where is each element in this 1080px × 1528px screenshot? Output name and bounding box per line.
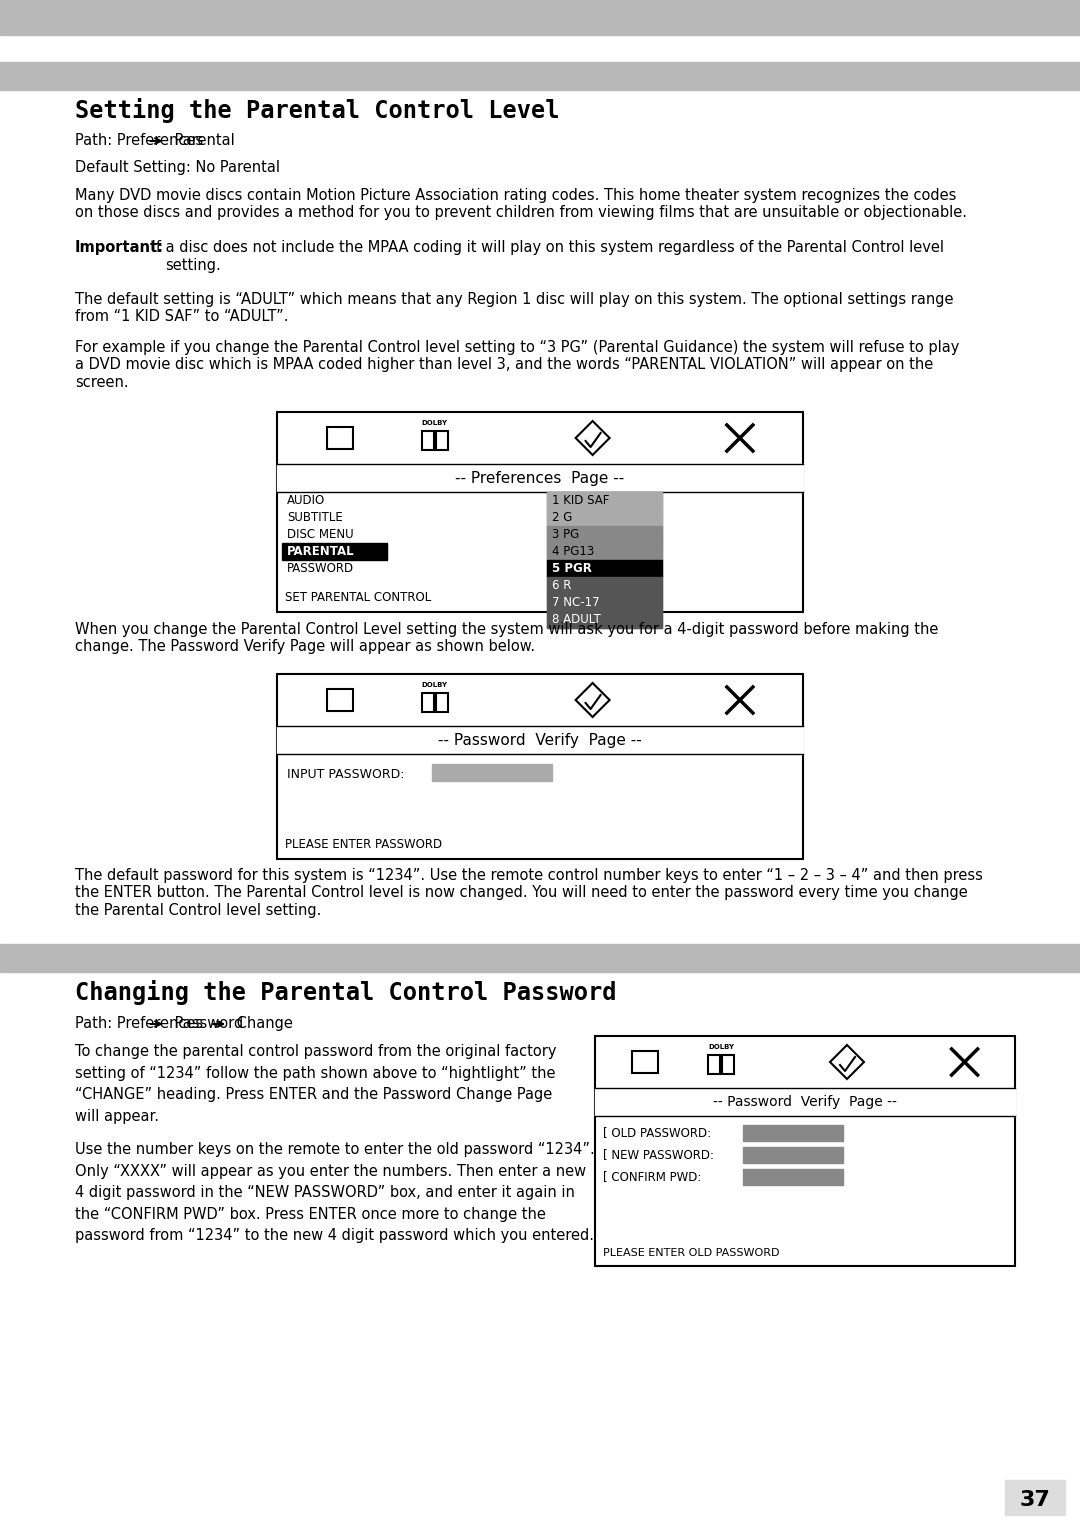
Text: 1 KID SAF: 1 KID SAF	[552, 494, 609, 507]
Bar	[432, 764, 552, 781]
Bar	[595, 1088, 1015, 1115]
Text: DOLBY: DOLBY	[422, 420, 448, 426]
Text: For example if you change the Parental Control level setting to “3 PG” (Parental: For example if you change the Parental C…	[75, 341, 959, 390]
Text: DOLBY: DOLBY	[422, 681, 448, 688]
Bar	[276, 465, 804, 492]
Text: Setting the Parental Control Level: Setting the Parental Control Level	[75, 98, 559, 122]
Text: 2 G: 2 G	[552, 510, 572, 524]
Polygon shape	[576, 422, 609, 455]
Bar	[436, 692, 448, 712]
Text: PASSWORD: PASSWORD	[287, 562, 354, 575]
Bar	[723, 1054, 734, 1074]
Bar	[595, 1036, 1015, 1267]
Text: DISC MENU: DISC MENU	[287, 529, 353, 541]
Text: [ CONFIRM PWD:: [ CONFIRM PWD:	[603, 1170, 701, 1184]
Text: AUDIO: AUDIO	[287, 494, 325, 507]
Text: [ NEW PASSWORD:: [ NEW PASSWORD:	[603, 1149, 714, 1161]
Bar	[743, 1148, 843, 1163]
Bar	[1005, 1481, 1065, 1514]
Bar	[436, 431, 448, 449]
Bar	[0, 0, 1080, 35]
Text: [ OLD PASSWORD:: [ OLD PASSWORD:	[603, 1126, 711, 1140]
Text: When you change the Parental Control Level setting the system will ask you for a: When you change the Parental Control Lev…	[75, 622, 939, 654]
Text: -- Preferences  Page --: -- Preferences Page --	[456, 471, 624, 486]
Bar	[0, 63, 1080, 90]
Bar	[276, 674, 804, 859]
Text: Path: Preferences: Path: Preferences	[75, 133, 207, 148]
Text: Change: Change	[232, 1016, 293, 1031]
Text: SUBTITLE: SUBTITLE	[287, 510, 342, 524]
Text: 5 PGR: 5 PGR	[552, 562, 592, 575]
Bar	[0, 944, 1080, 972]
Bar	[282, 542, 387, 559]
Text: Important:: Important:	[75, 240, 164, 255]
Text: 7 NC-17: 7 NC-17	[552, 596, 599, 610]
Polygon shape	[831, 1045, 864, 1079]
Bar	[708, 1054, 720, 1074]
Text: Changing the Parental Control Password: Changing the Parental Control Password	[75, 979, 617, 1005]
Polygon shape	[576, 683, 609, 717]
Bar	[546, 526, 662, 542]
Bar	[546, 559, 662, 578]
Text: Default Setting: No Parental: Default Setting: No Parental	[75, 160, 280, 176]
Text: 37: 37	[1020, 1490, 1051, 1510]
Text: PLEASE ENTER PASSWORD: PLEASE ENTER PASSWORD	[285, 837, 442, 851]
Text: DOLBY: DOLBY	[708, 1044, 734, 1050]
Bar	[546, 594, 662, 611]
Bar	[546, 578, 662, 594]
Text: 8 ADULT: 8 ADULT	[552, 613, 600, 626]
Text: setting.: setting.	[165, 258, 220, 274]
Text: 4 PG13: 4 PG13	[552, 545, 594, 558]
Bar	[276, 726, 804, 753]
Bar	[276, 413, 804, 613]
Text: PARENTAL: PARENTAL	[287, 545, 354, 558]
Text: Many DVD movie discs contain Motion Picture Association rating codes. This home : Many DVD movie discs contain Motion Pict…	[75, 188, 967, 220]
Bar	[422, 692, 434, 712]
Text: Password: Password	[170, 1016, 247, 1031]
Text: If a disc does not include the MPAA coding it will play on this system regardles: If a disc does not include the MPAA codi…	[147, 240, 944, 255]
Text: Path: Preferences: Path: Preferences	[75, 1016, 207, 1031]
Bar	[546, 492, 662, 509]
Text: The default password for this system is “1234”. Use the remote control number ke: The default password for this system is …	[75, 868, 983, 918]
Text: Use the number keys on the remote to enter the old password “1234”.
Only “XXXX” : Use the number keys on the remote to ent…	[75, 1141, 595, 1244]
Bar	[546, 542, 662, 559]
Text: 3 PG: 3 PG	[552, 529, 579, 541]
Text: PLEASE ENTER OLD PASSWORD: PLEASE ENTER OLD PASSWORD	[603, 1248, 780, 1258]
Bar	[546, 492, 662, 628]
Text: 6 R: 6 R	[552, 579, 571, 591]
Text: To change the parental control password from the original factory
setting of “12: To change the parental control password …	[75, 1044, 556, 1123]
Bar	[633, 1051, 659, 1073]
Bar	[743, 1125, 843, 1141]
Bar	[546, 509, 662, 526]
Text: SET PARENTAL CONTROL: SET PARENTAL CONTROL	[285, 591, 431, 604]
Text: Parental: Parental	[170, 133, 234, 148]
Text: -- Password  Verify  Page --: -- Password Verify Page --	[713, 1096, 896, 1109]
Text: -- Password  Verify  Page --: -- Password Verify Page --	[438, 732, 642, 747]
Text: INPUT PASSWORD:: INPUT PASSWORD:	[287, 767, 405, 781]
Text: The default setting is “ADULT” which means that any Region 1 disc will play on t: The default setting is “ADULT” which mea…	[75, 292, 954, 324]
Bar	[327, 689, 353, 711]
Bar	[743, 1169, 843, 1186]
Bar	[546, 611, 662, 628]
Bar	[327, 426, 353, 449]
Bar	[422, 431, 434, 449]
